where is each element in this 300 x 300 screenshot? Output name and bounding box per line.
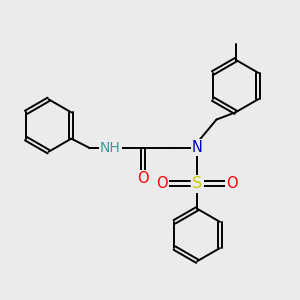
Text: N: N	[192, 140, 203, 155]
Text: NH: NH	[100, 141, 121, 154]
Text: O: O	[137, 171, 149, 186]
Text: S: S	[192, 176, 202, 191]
Text: O: O	[226, 176, 238, 191]
Text: O: O	[156, 176, 168, 191]
